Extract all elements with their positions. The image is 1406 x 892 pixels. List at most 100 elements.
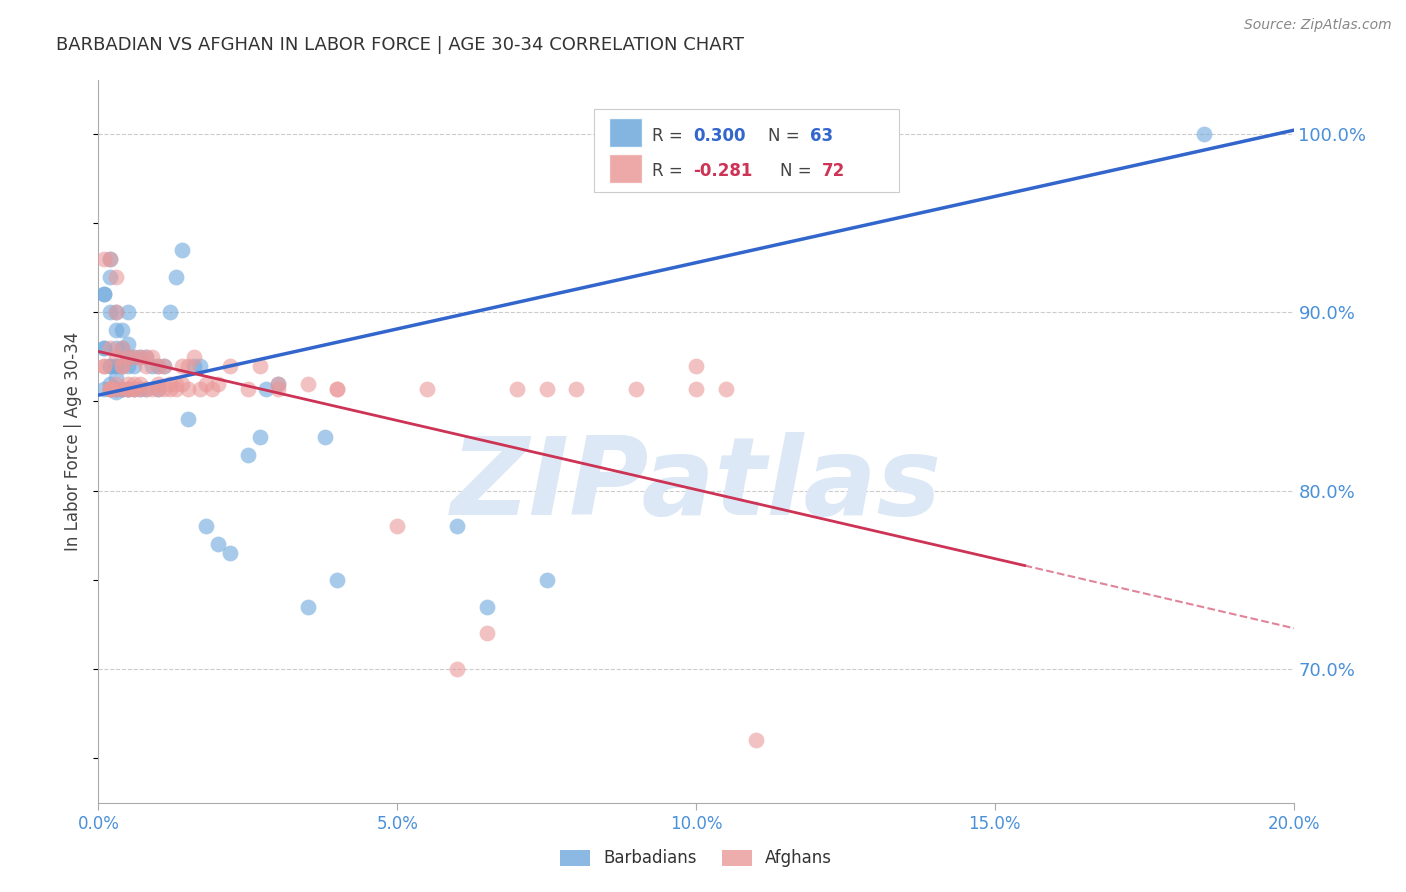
Point xyxy=(745,733,768,747)
Point xyxy=(297,376,319,391)
Point xyxy=(153,382,176,396)
Point xyxy=(148,376,170,391)
Point xyxy=(195,376,218,391)
Point xyxy=(105,341,128,355)
Point xyxy=(105,305,128,319)
Point xyxy=(153,359,176,373)
Text: ZIPatlas: ZIPatlas xyxy=(450,432,942,538)
Point xyxy=(315,430,337,444)
Point xyxy=(195,519,218,533)
Point xyxy=(93,252,115,266)
Point xyxy=(188,382,211,396)
Point xyxy=(172,243,194,257)
Point xyxy=(172,359,194,373)
Point xyxy=(111,382,134,396)
Point xyxy=(117,382,139,396)
Point xyxy=(165,382,187,396)
Text: -0.281: -0.281 xyxy=(693,161,754,179)
Point xyxy=(129,376,152,391)
Point xyxy=(475,626,498,640)
Point xyxy=(124,376,146,391)
Point xyxy=(124,359,146,373)
Point xyxy=(129,350,152,364)
Point xyxy=(117,305,139,319)
Point xyxy=(105,382,128,396)
Point xyxy=(506,382,529,396)
Point xyxy=(105,371,128,385)
Point xyxy=(98,376,122,391)
Point xyxy=(177,382,200,396)
Point xyxy=(141,350,163,364)
Point xyxy=(105,305,128,319)
Point xyxy=(165,376,187,391)
Point xyxy=(111,359,134,373)
Point xyxy=(207,376,229,391)
Point xyxy=(111,323,134,337)
Point xyxy=(326,573,349,587)
Point xyxy=(105,323,128,337)
Point xyxy=(148,359,170,373)
Point xyxy=(117,359,139,373)
Point xyxy=(124,350,146,364)
Point xyxy=(93,341,115,355)
Point xyxy=(93,359,115,373)
Point xyxy=(159,376,181,391)
FancyBboxPatch shape xyxy=(609,118,643,147)
Point xyxy=(124,382,146,396)
Point xyxy=(249,359,271,373)
Point xyxy=(536,573,558,587)
Point xyxy=(117,337,139,351)
Point xyxy=(685,359,707,373)
Point xyxy=(254,382,277,396)
FancyBboxPatch shape xyxy=(609,154,643,183)
Point xyxy=(111,359,134,373)
Point xyxy=(117,382,139,396)
Text: Source: ZipAtlas.com: Source: ZipAtlas.com xyxy=(1244,18,1392,32)
Text: R =: R = xyxy=(652,161,688,179)
Point xyxy=(98,359,122,373)
Point xyxy=(183,359,205,373)
Point xyxy=(249,430,271,444)
Point xyxy=(416,382,439,396)
Point xyxy=(201,382,224,396)
Point xyxy=(98,382,122,396)
Point xyxy=(135,350,157,364)
Legend: Barbadians, Afghans: Barbadians, Afghans xyxy=(553,843,839,874)
Point xyxy=(117,350,139,364)
Point xyxy=(105,382,128,396)
Point xyxy=(236,382,259,396)
Point xyxy=(153,359,176,373)
Text: 63: 63 xyxy=(810,127,832,145)
Point xyxy=(267,376,290,391)
Point xyxy=(475,599,498,614)
Point xyxy=(626,382,648,396)
Point xyxy=(141,359,163,373)
Point xyxy=(267,382,290,396)
Point xyxy=(93,341,115,355)
Point xyxy=(93,382,115,396)
Point xyxy=(98,382,122,396)
Point xyxy=(105,376,128,391)
Point xyxy=(148,359,170,373)
Point xyxy=(236,448,259,462)
Point xyxy=(135,382,157,396)
Point xyxy=(446,519,468,533)
Point xyxy=(129,382,152,396)
Point xyxy=(124,382,146,396)
Point xyxy=(105,359,128,373)
Point xyxy=(135,382,157,396)
Point xyxy=(111,382,134,396)
Point xyxy=(159,305,181,319)
Point xyxy=(183,350,205,364)
Y-axis label: In Labor Force | Age 30-34: In Labor Force | Age 30-34 xyxy=(65,332,83,551)
Point xyxy=(105,382,128,396)
Point xyxy=(111,341,134,355)
Point xyxy=(565,382,588,396)
Point xyxy=(207,537,229,551)
Point xyxy=(117,382,139,396)
Point xyxy=(98,382,122,396)
Point xyxy=(124,382,146,396)
Text: N =: N = xyxy=(768,127,804,145)
Point xyxy=(219,359,242,373)
Point xyxy=(135,350,157,364)
